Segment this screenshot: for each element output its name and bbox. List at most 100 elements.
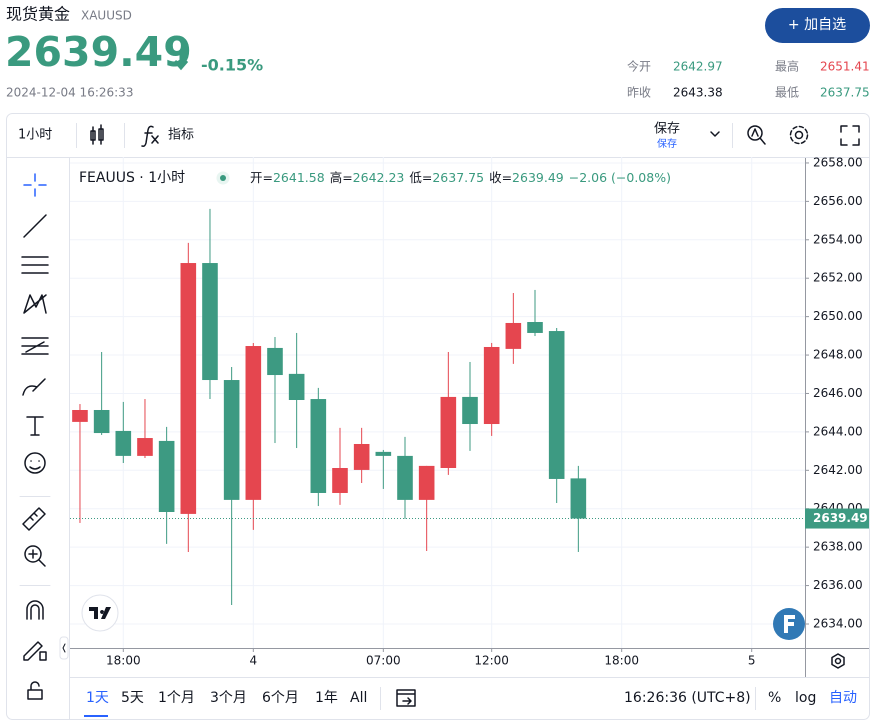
add-watchlist-button[interactable] (765, 8, 870, 43)
y-tick-label: 2646.00 (813, 386, 863, 400)
candle-body (375, 451, 392, 456)
stat-value: 2643.38 (673, 86, 723, 100)
tv-logo-mark (89, 607, 111, 619)
candle-body (353, 443, 370, 470)
zoom-tool[interactable] (24, 545, 46, 567)
range-button[interactable]: 1年 (315, 690, 338, 706)
legend-value: 2641.58 (273, 170, 325, 185)
collapse-toolbar[interactable] (59, 636, 69, 660)
market-status-dot (220, 175, 226, 181)
legend-value: 2639.49 (512, 170, 564, 185)
magnet-tool[interactable] (26, 600, 44, 620)
candle-body (397, 455, 413, 500)
percent-toggle[interactable]: % (768, 690, 781, 706)
goto-date[interactable] (396, 689, 416, 707)
y-tick-label: 2654.00 (813, 232, 863, 246)
chart-type-button[interactable] (90, 124, 104, 145)
save-menu[interactable] (710, 131, 720, 137)
price-change: -0.15% (201, 56, 263, 75)
y-tick-label: 2650.00 (813, 309, 863, 323)
indicators-icon[interactable] (141, 125, 159, 147)
fullscreen[interactable] (840, 125, 860, 146)
stat-label: 最低 (775, 86, 799, 100)
candle-body (137, 438, 153, 456)
fib-tool[interactable] (21, 256, 49, 274)
candle-body (418, 465, 435, 500)
emoji-face (29, 460, 41, 470)
x-tick-label: 12:00 (474, 654, 509, 668)
candle-body (570, 478, 587, 519)
y-tick-label: 2636.00 (813, 578, 863, 592)
y-tick-label: 2644.00 (813, 424, 863, 438)
y-tick-label: 2638.00 (813, 540, 863, 554)
legend-label: 收= (489, 170, 512, 185)
last-price-box (805, 508, 869, 529)
legend-label: 开= (250, 170, 273, 185)
save-status: 保存 (657, 137, 677, 150)
text-tool[interactable] (26, 416, 44, 436)
trendline-tool[interactable] (23, 214, 47, 238)
quick-search[interactable] (747, 125, 766, 145)
legend-label: 高= (330, 170, 353, 185)
source-badge-mark (784, 615, 795, 633)
save-button[interactable]: 保存 (654, 122, 680, 137)
candle-body (527, 322, 543, 333)
candle-body (158, 440, 175, 512)
candle-body (223, 380, 240, 500)
candle-body (483, 346, 500, 425)
candle-body (202, 263, 218, 381)
candle-body (310, 399, 327, 493)
y-tick-label: 2652.00 (813, 271, 863, 285)
down-arrow (173, 54, 189, 71)
widget-frame (6, 113, 870, 720)
indicators-button[interactable]: 指标 (168, 128, 194, 143)
x-tick-label: 4 (249, 654, 257, 668)
crosshair-tool[interactable] (23, 173, 47, 197)
y-tick-label: 2658.00 (813, 155, 863, 169)
add-watchlist-label[interactable]: + 加自选 (788, 17, 846, 33)
stat-label: 今开 (627, 59, 651, 74)
ruler-tool[interactable] (22, 507, 46, 531)
stat-label: 最高 (775, 59, 799, 74)
candle-body (332, 468, 348, 493)
last-price-label: 2639.49 (813, 511, 868, 525)
brush-tool[interactable] (22, 378, 46, 396)
tv-logo[interactable] (81, 594, 119, 632)
instrument-title: 现货黄金 (6, 5, 70, 24)
ohlc-legend: 开=2641.58 高=2642.23 低=2637.75 收=2639.49 −2.0… (250, 170, 671, 185)
last-price: 2639.49 (5, 28, 192, 76)
candle-body (180, 263, 197, 514)
x-tick-label: 5 (748, 654, 756, 668)
range-button[interactable]: 3个月 (210, 690, 247, 706)
stat-value: 2637.75 (820, 86, 870, 100)
legend-value: 2637.75 (432, 170, 484, 185)
interval-button[interactable]: 1小时 (18, 128, 52, 143)
quote-time: 2024-12-04 16:26:33 (6, 86, 133, 100)
x-tick-label: 18:00 (106, 654, 141, 668)
chart: 2634.002636.002638.002640.002642.002644.… (70, 155, 863, 668)
legend-change: −2.06 (−0.08%) (569, 170, 671, 185)
pattern-tool[interactable] (23, 294, 47, 314)
range-button[interactable]: 1个月 (158, 690, 195, 706)
clock: 16:26:36 (UTC+8) (624, 690, 751, 706)
emoji-tool[interactable] (24, 452, 46, 474)
auto-toggle[interactable]: 自动 (829, 690, 857, 706)
range-button[interactable]: All (350, 690, 367, 706)
legend-value: 2642.23 (353, 170, 405, 185)
forecast-tool[interactable] (21, 337, 49, 355)
range-button[interactable]: 1天 (86, 690, 109, 706)
settings[interactable] (789, 125, 809, 145)
lock-tool[interactable] (27, 681, 43, 700)
log-toggle[interactable]: log (795, 690, 816, 706)
x-tick-label: 18:00 (604, 654, 639, 668)
candle-body (72, 409, 88, 422)
axis-settings[interactable] (831, 653, 845, 669)
range-button[interactable]: 6个月 (262, 690, 299, 706)
lock-draw-tool[interactable] (23, 641, 47, 661)
candle-body (548, 331, 565, 479)
stat-value: 2651.41 (820, 60, 870, 74)
collapse-arrow (62, 643, 66, 653)
range-button[interactable]: 5天 (121, 690, 144, 706)
y-tick-label: 2648.00 (813, 348, 863, 362)
